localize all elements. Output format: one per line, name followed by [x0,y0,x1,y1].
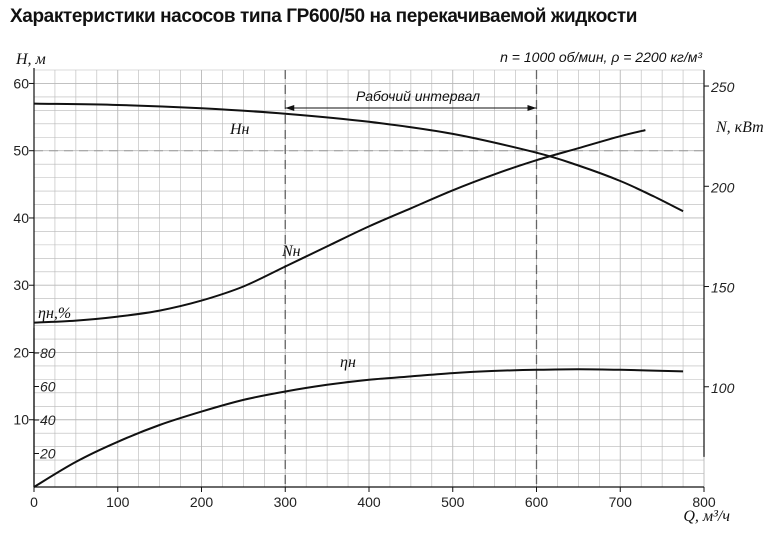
series-label-n: Nн [281,243,301,260]
x-tick-label: 500 [441,494,465,510]
working-range-arrowhead-right [527,105,537,111]
eta-tick-label: 40 [40,412,56,428]
x-tick-label: 600 [525,494,549,510]
grid [33,69,705,488]
h-tick-label: 20 [13,344,29,360]
n-tick-label: 100 [711,380,735,396]
h-tick-label: 60 [13,75,29,91]
curves [33,102,684,488]
x-tick-label: 0 [30,494,38,510]
x-tick-label: 300 [274,494,298,510]
h-tick-label: 50 [13,143,29,159]
x-axis-label: Q, м³/ч [683,508,730,525]
working-range-arrowhead-left [285,105,295,111]
h-tick-label: 40 [13,210,29,226]
chart-title: Характеристики насосов типа ГР600/50 на … [10,6,638,27]
h-tick-label: 10 [13,412,29,428]
working-range-label: Рабочий интервал [356,88,480,104]
eta-tick-label: 60 [40,379,56,395]
eta-tick-label: 20 [39,446,56,462]
x-tick-label: 400 [357,494,381,510]
n-tick-label: 250 [710,79,735,95]
series-label-h: Hн [229,121,250,138]
axes: 0 100 200 300 400 500 600 700 800 10 20 30 40 50 60 100… [13,68,735,510]
x-tick-label: 800 [692,494,716,510]
h-axis-label: H, м [15,51,46,68]
series-line-h [33,102,684,213]
eta-tick-label: 80 [40,345,56,361]
x-tick-label: 100 [106,494,130,510]
eta-axis-label: ηн,% [38,305,71,322]
x-tick-label: 700 [609,494,633,510]
reference-lines [34,70,704,487]
series-line-eta [33,368,684,488]
n-tick-label: 150 [711,280,735,296]
x-tick-label: 200 [190,494,214,510]
n-tick-label: 200 [710,179,735,195]
n-axis-label: N, кВт [715,119,764,136]
h-tick-label: 30 [13,277,29,293]
series-line-n [33,129,646,324]
labels: n = 1000 об/мин, ρ = 2200 кг/м³ H, м N, … [15,49,764,525]
chart-subtitle: n = 1000 об/мин, ρ = 2200 кг/м³ [500,49,702,65]
series-label-eta: ηн [340,354,356,371]
